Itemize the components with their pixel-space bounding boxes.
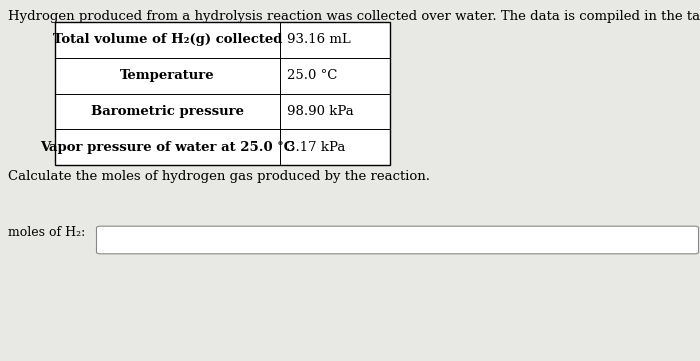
FancyBboxPatch shape (97, 226, 699, 254)
Text: 93.16 mL: 93.16 mL (287, 33, 351, 46)
Text: moles of H₂:: moles of H₂: (8, 226, 85, 239)
Text: 25.0 °C: 25.0 °C (287, 69, 337, 82)
Text: Total volume of H₂(g) collected: Total volume of H₂(g) collected (52, 33, 282, 46)
Text: 3.17 kPa: 3.17 kPa (287, 141, 345, 154)
Text: Vapor pressure of water at 25.0 °C: Vapor pressure of water at 25.0 °C (41, 141, 295, 154)
Text: 98.90 kPa: 98.90 kPa (287, 105, 354, 118)
Text: Temperature: Temperature (120, 69, 215, 82)
Text: Barometric pressure: Barometric pressure (91, 105, 244, 118)
Text: Hydrogen produced from a hydrolysis reaction was collected over water. The data : Hydrogen produced from a hydrolysis reac… (8, 10, 700, 23)
Text: Calculate the moles of hydrogen gas produced by the reaction.: Calculate the moles of hydrogen gas prod… (8, 170, 430, 183)
